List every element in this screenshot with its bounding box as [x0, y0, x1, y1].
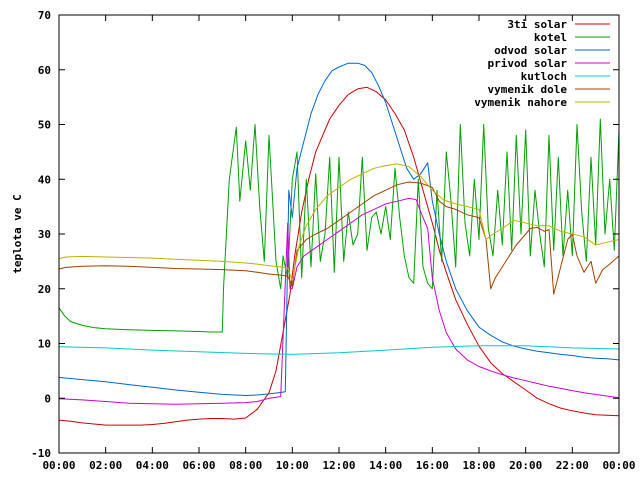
legend-label: vymenik nahore: [474, 96, 567, 109]
x-tick-label: 08:00: [229, 459, 262, 472]
y-tick-label: 30: [38, 228, 51, 241]
series-line-kotel: [58, 118, 620, 333]
x-tick-label: 02:00: [89, 459, 122, 472]
y-axis-ticks: -10 0 10 20 30 40 50 60 70: [31, 9, 619, 460]
legend-label: vymenik dole: [488, 83, 568, 96]
series-line-vymenik-dole: [58, 181, 620, 295]
legend-label: kutloch: [521, 70, 567, 83]
plot-lines: [58, 62, 620, 426]
y-tick-label: -10: [31, 447, 51, 460]
series-line-3ti-solar: [58, 86, 620, 426]
y-tick-label: 0: [44, 392, 51, 405]
x-tick-label: 06:00: [182, 459, 215, 472]
x-tick-label: 18:00: [462, 459, 495, 472]
series-line-kutloch: [58, 345, 620, 355]
x-axis-ticks: 00:00 02:00 04:00 06:00 08:00 10:00 12:00 14:00…: [42, 15, 636, 472]
series-line-vymenik-nahore: [58, 163, 620, 281]
y-tick-label: 60: [38, 64, 51, 77]
y-tick-label: 50: [38, 119, 51, 132]
y-tick-label: 20: [38, 283, 51, 296]
y-axis-title: teplota ve C: [11, 194, 24, 273]
x-tick-label: 20:00: [509, 459, 542, 472]
x-tick-label: 16:00: [416, 459, 449, 472]
legend-label: kotel: [534, 31, 567, 44]
y-tick-label: 70: [38, 9, 51, 22]
x-tick-label: 00:00: [602, 459, 635, 472]
series-line-privod-solar: [58, 197, 620, 405]
x-tick-label: 10:00: [276, 459, 309, 472]
legend-label: 3ti solar: [507, 18, 567, 31]
x-tick-label: 04:00: [136, 459, 169, 472]
series-line-odvod-solar: [58, 62, 620, 396]
x-tick-label: 14:00: [369, 459, 402, 472]
y-tick-label: 40: [38, 173, 51, 186]
legend-label: privod solar: [488, 57, 568, 70]
x-tick-label: 00:00: [42, 459, 75, 472]
x-tick-label: 12:00: [322, 459, 355, 472]
legend-label: odvod solar: [494, 44, 567, 57]
x-tick-label: 22:00: [556, 459, 589, 472]
y-tick-label: 10: [38, 338, 51, 351]
